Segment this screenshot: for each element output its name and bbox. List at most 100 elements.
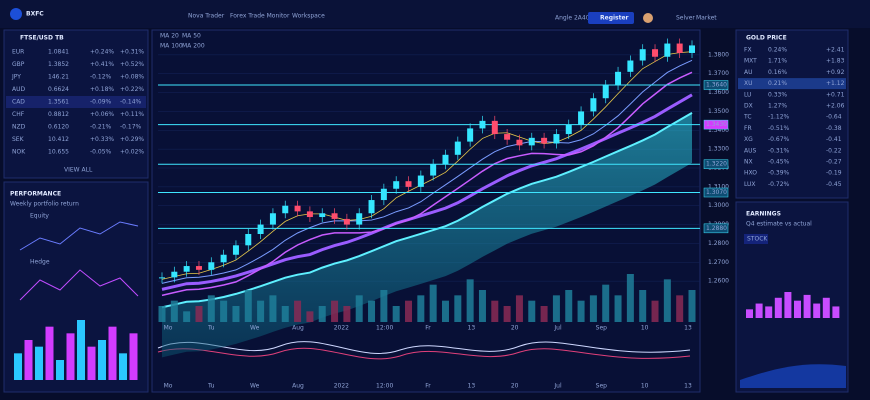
change: 0.16% xyxy=(768,69,787,76)
change: +0.08% xyxy=(120,74,144,81)
x-tick-label: 20 xyxy=(511,325,519,332)
change: +0.33% xyxy=(90,136,114,143)
change: -0.12% xyxy=(90,74,112,81)
filter[interactable] xyxy=(744,234,768,244)
moving-average xyxy=(161,111,693,309)
volume-bar xyxy=(602,284,610,322)
change: -0.17% xyxy=(120,124,142,131)
candle xyxy=(479,120,486,129)
nav-item[interactable]: Workspace xyxy=(292,13,325,20)
bar xyxy=(813,303,821,318)
candle xyxy=(454,141,461,155)
tab[interactable] xyxy=(588,12,634,24)
candle xyxy=(405,181,412,187)
change: -0.51% xyxy=(768,125,790,132)
level-label: 1.3430 xyxy=(706,121,727,128)
bar xyxy=(755,303,763,318)
level-label: 1.3070 xyxy=(706,189,727,196)
top-bar xyxy=(0,0,870,28)
volume-bar xyxy=(651,300,659,322)
row-highlight xyxy=(738,78,846,90)
value: +2.41 xyxy=(826,47,845,54)
level-tag xyxy=(703,187,729,198)
bar xyxy=(87,346,96,380)
symbol: NOK xyxy=(12,149,26,156)
value: -0.41 xyxy=(826,136,842,143)
level-label: 1.2880 xyxy=(706,225,727,232)
value: +0.71 xyxy=(826,91,845,98)
value: -0.19 xyxy=(826,170,842,177)
price: 146.21 xyxy=(48,74,69,81)
change: +0.31% xyxy=(120,49,144,56)
x-tick-label: Jul xyxy=(553,325,562,332)
value: -0.27 xyxy=(826,159,842,166)
level-label: 1.3640 xyxy=(706,82,727,89)
performance-title: PERFORMANCE xyxy=(10,191,61,198)
user[interactable]: Selver xyxy=(676,15,695,22)
volume-bar xyxy=(503,306,511,322)
change: -0.14% xyxy=(120,99,142,106)
price: 0.6624 xyxy=(48,86,69,93)
symbol: CAD xyxy=(12,99,25,106)
bar xyxy=(24,340,33,380)
x-tick-label: We xyxy=(250,383,260,390)
candle xyxy=(183,266,190,272)
symbol: LU xyxy=(744,91,751,98)
candle xyxy=(652,49,659,57)
nav-item[interactable]: Forex Trade Monitor xyxy=(230,13,290,20)
x-tick-label: Tu xyxy=(207,325,215,332)
candle xyxy=(282,205,289,214)
candle xyxy=(664,43,671,57)
legend-entry: MA 100 xyxy=(160,43,183,50)
change: 0.21% xyxy=(768,80,787,87)
value: +1.12 xyxy=(826,80,845,87)
x-tick-label: Aug xyxy=(292,383,304,390)
volume-bar xyxy=(454,295,462,322)
volume-bar xyxy=(257,300,265,322)
candle xyxy=(602,85,609,99)
menu[interactable]: Market xyxy=(696,15,717,22)
candle xyxy=(442,154,449,165)
level-tag xyxy=(703,119,729,130)
price: 1.0841 xyxy=(48,49,69,56)
symbol: AUS xyxy=(744,147,756,154)
candle xyxy=(578,111,585,125)
price: 0.6120 xyxy=(48,124,69,131)
value: -0.38 xyxy=(826,125,842,132)
volume-bar xyxy=(478,290,486,322)
volume-bar xyxy=(577,300,585,322)
x-tick-label: 13 xyxy=(684,325,692,332)
volume-bar xyxy=(688,290,696,322)
bar xyxy=(822,297,830,318)
level-tag xyxy=(703,223,729,234)
value: +2.06 xyxy=(826,103,845,110)
x-tick-label: Mo xyxy=(164,383,173,390)
volume-bar xyxy=(207,295,215,322)
volume-bar xyxy=(170,300,178,322)
bar xyxy=(14,353,22,380)
search[interactable]: Angle 2A400 xyxy=(555,15,594,22)
bar xyxy=(784,292,792,318)
volume-bar xyxy=(491,300,499,322)
watchlist-footer[interactable]: VIEW ALL xyxy=(64,167,93,174)
watchlist-title: FTSE/USD TB xyxy=(20,35,64,42)
value: -0.22 xyxy=(826,147,842,154)
value: +0.92 xyxy=(826,69,845,76)
candle xyxy=(467,128,474,142)
x-tick-label: 13 xyxy=(468,325,476,332)
change: 0.33% xyxy=(768,91,787,98)
moving-average xyxy=(161,71,693,297)
legend-entry: Hedge xyxy=(30,259,50,266)
x-tick-label: 2022 xyxy=(334,383,349,390)
candle xyxy=(553,134,560,144)
volume-bar xyxy=(552,295,560,322)
volume-bar xyxy=(429,284,437,322)
nav-item[interactable]: Nova Trader xyxy=(188,13,225,20)
earnings-title: EARNINGS xyxy=(746,211,781,218)
symbol: SEK xyxy=(12,136,25,143)
candle xyxy=(590,98,597,112)
tab-label: Register xyxy=(600,15,629,22)
symbol: AU xyxy=(744,69,753,76)
change: +0.41% xyxy=(90,61,114,68)
